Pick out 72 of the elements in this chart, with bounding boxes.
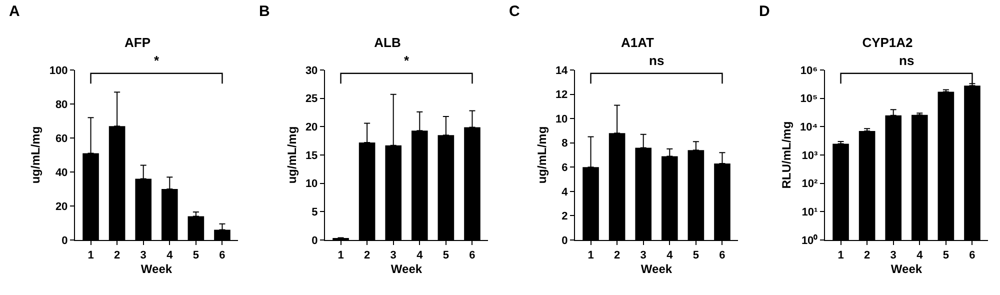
y-tick-label: 40 [55, 166, 68, 179]
y-axis-title: ug/mL/mg [534, 126, 549, 184]
x-axis-title: Week [390, 262, 422, 276]
y-tick-label: 10⁶ [800, 64, 818, 77]
x-tick-label: 5 [442, 249, 450, 262]
x-tick-label: 3 [640, 249, 646, 262]
y-tick-label: 10¹ [802, 206, 818, 219]
x-tick-label: 5 [692, 249, 700, 262]
x-tick-label: 4 [666, 249, 674, 262]
x-tick-label: 6 [969, 249, 976, 262]
y-tick-label: 30 [305, 64, 318, 77]
x-tick-label: 2 [614, 249, 620, 262]
x-tick-label: 2 [864, 249, 870, 262]
chart-title: A1AT [621, 35, 654, 50]
x-tick-label: 3 [140, 249, 146, 262]
text: * [404, 53, 410, 68]
x-tick-label: 5 [192, 249, 200, 262]
y-tick-label: 0 [62, 234, 68, 247]
y-tick-label: 100 [49, 64, 68, 77]
y-tick-label: 10² [802, 178, 818, 190]
x-tick-label: 4 [166, 249, 174, 262]
text: A [9, 3, 20, 20]
x-axis-title: Week [140, 262, 172, 276]
text: B [259, 3, 270, 20]
text: D [759, 3, 770, 20]
y-tick-label: 20 [55, 200, 68, 213]
chart-title: CYP1A2 [862, 35, 913, 50]
x-axis-title: Week [890, 262, 922, 276]
chart-title: ALB [374, 35, 401, 50]
x-tick-label: 3 [890, 249, 896, 262]
y-tick-label: 10 [305, 178, 318, 190]
y-axis-title: ug/mL/mg [284, 126, 299, 184]
y-tick-label: 2 [562, 210, 568, 223]
y-tick-label: 60 [55, 132, 68, 145]
x-tick-label: 3 [390, 249, 396, 262]
y-tick-label: 15 [305, 150, 318, 162]
x-tick-label: 1 [588, 249, 594, 262]
y-tick-label: 8 [562, 138, 568, 150]
y-tick-label: 25 [305, 93, 318, 106]
x-tick-label: 5 [942, 249, 950, 262]
x-tick-label: 6 [219, 249, 226, 262]
x-tick-label: 6 [469, 249, 476, 262]
text: * [154, 53, 160, 68]
y-tick-label: 5 [312, 206, 318, 219]
y-tick-label: 10⁰ [801, 234, 818, 247]
x-tick-label: 1 [338, 249, 344, 262]
y-tick-label: 14 [555, 64, 569, 77]
chart-title: AFP [124, 35, 151, 50]
x-axis-title: Week [640, 262, 672, 276]
y-tick-label: 4 [562, 186, 569, 198]
x-tick-label: 6 [719, 249, 726, 262]
x-tick-label: 4 [416, 249, 424, 262]
text: ns [649, 53, 664, 68]
x-tick-label: 1 [838, 249, 844, 262]
y-axis-title: RLU/mL/mg [779, 121, 794, 189]
x-tick-label: 1 [88, 249, 94, 262]
y-tick-label: 0 [562, 234, 568, 247]
y-tick-label: 10³ [802, 150, 818, 162]
x-tick-label: 4 [916, 249, 924, 262]
y-tick-label: 12 [555, 89, 568, 102]
y-axis-title: ug/mL/mg [28, 126, 43, 184]
y-tick-label: 80 [55, 98, 68, 111]
y-tick-label: 0 [312, 234, 318, 247]
y-tick-label: 6 [562, 162, 568, 174]
y-tick-label: 10⁵ [800, 93, 818, 106]
y-tick-label: 10⁴ [800, 122, 818, 134]
x-tick-label: 2 [364, 249, 370, 262]
x-tick-label: 2 [114, 249, 120, 262]
y-tick-label: 10 [555, 113, 568, 126]
text: C [509, 3, 520, 20]
y-tick-label: 20 [305, 122, 318, 134]
text: ns [899, 53, 914, 68]
